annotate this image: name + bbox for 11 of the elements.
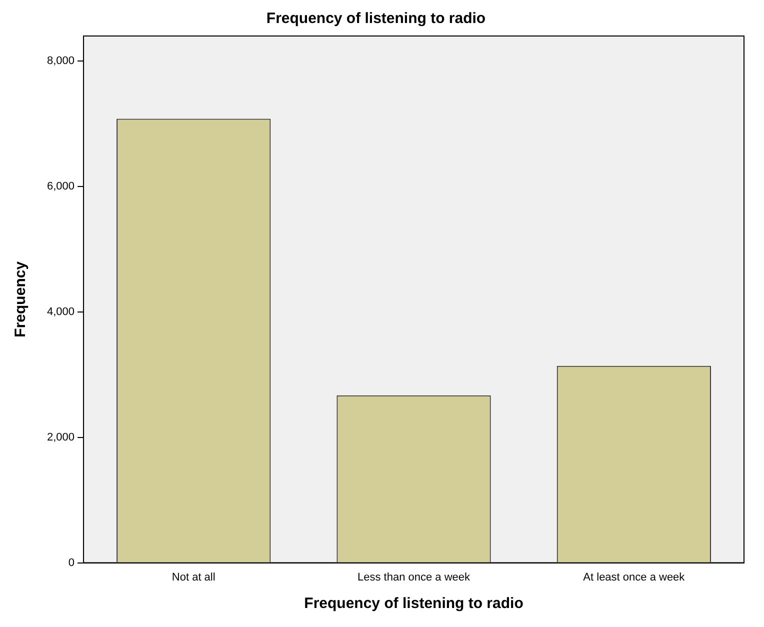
y-tick-label: 0	[68, 556, 75, 569]
x-axis-title: Frequency of listening to radio	[304, 595, 524, 612]
x-tick-label: Not at all	[172, 571, 216, 584]
y-axis-title: Frequency	[12, 260, 30, 338]
y-tick-label: 6,000	[46, 180, 75, 193]
chart-title: Frequency of listening to radio	[266, 10, 486, 28]
y-tick-label: 8,000	[46, 55, 75, 68]
y-tick-label: 4,000	[46, 306, 75, 318]
x-tick-label: At least once a week	[583, 571, 686, 584]
y-tick-label: 2,000	[46, 431, 75, 444]
x-tick-label: Less than once a week	[358, 571, 471, 584]
